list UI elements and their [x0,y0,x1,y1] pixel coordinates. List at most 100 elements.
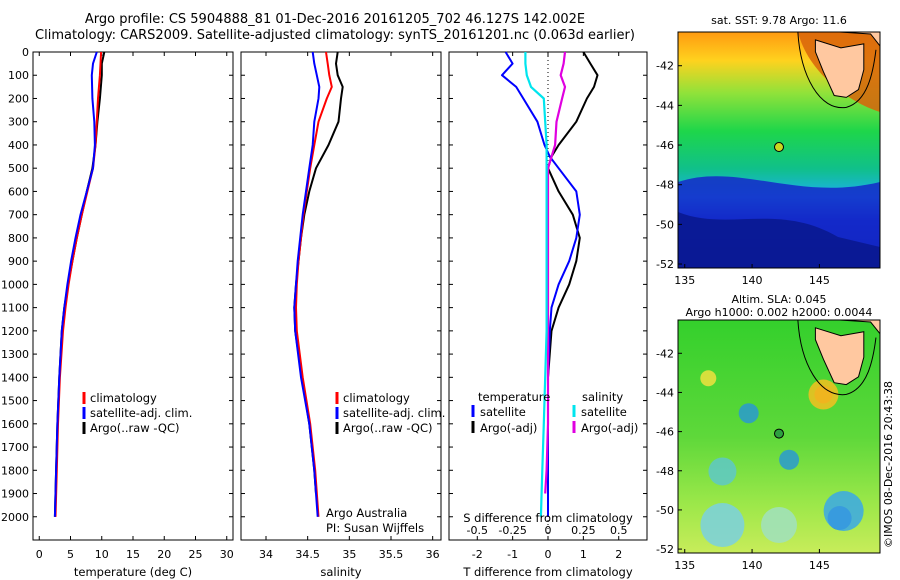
sla-anomaly-blob [761,507,797,544]
x-tick-label: 34.5 [295,548,320,561]
y-tick-label: 400 [8,139,29,152]
s-scale-tick-label: -0.5 [467,524,488,537]
y-tick-label: 700 [8,209,29,222]
map-title: Altim. SLA: 0.045 [731,293,826,306]
y-tick-label: -52 [656,258,674,271]
y-tick-label: 500 [8,162,29,175]
y-tick-label: 1900 [1,488,29,501]
panel-frame [240,51,442,541]
shelf-contour [797,320,877,396]
land-tasmania [814,327,865,386]
x-tick-label: -1 [507,548,518,561]
argo-float-marker [774,428,784,439]
x-tick-label: 145 [809,559,830,572]
land-mainland [839,32,880,47]
y-tick-label: 1500 [1,395,29,408]
y-tick-label: 2000 [1,511,29,524]
y-tick-label: 1000 [1,278,29,291]
s-scale-tick-label: 0.5 [610,524,628,537]
x-tick-label: -2 [472,548,483,561]
y-tick-label: 0 [22,46,29,59]
legend-label: Argo(..raw -QC) [343,421,433,435]
y-tick-label: 200 [8,92,29,105]
land-tasmania [814,39,865,98]
y-tick-label: -50 [656,218,674,231]
x-tick-label: 0 [36,548,43,561]
panel-frame [32,51,234,541]
y-tick-label: 100 [8,69,29,82]
legend-label-t-argo: Argo(-adj) [480,421,537,435]
map-frame [677,319,881,554]
series-line-s-argo-adj- [544,51,567,494]
map-panel-sst_map: 135 140 145 -42 -44 -46 -48 -50 -52 sat. SST: 9.7… [656,14,881,287]
legend-label: climatology [90,391,157,405]
legend-label-t-satellite: satellite [480,405,526,419]
legend-label-s-argo: Argo(-adj) [581,421,638,435]
map-frame [677,31,881,269]
y-tick-label: 1800 [1,464,29,477]
legend-label: satellite-adj. clim. [343,406,445,420]
x-tick-label: 135 [674,559,695,572]
series-line-satellite-adj-clim- [293,51,321,517]
x-tick-label: 10 [95,548,109,561]
x-tick-label: 34 [259,548,273,561]
legend-label: Argo(..raw -QC) [90,421,180,435]
legend-temperature-heading: temperature [478,390,550,404]
x-tick-label: 36 [426,548,440,561]
x-tick-label: 1 [580,548,587,561]
y-tick-label: 600 [8,185,29,198]
x-tick-label: 20 [157,548,171,561]
x-tick-label: 15 [126,548,140,561]
x-tick-label: 30 [220,548,234,561]
y-tick-label: -46 [656,139,674,152]
y-tick-label: -42 [656,347,674,360]
legend-label-s-satellite: satellite [581,405,627,419]
legend-salinity-heading: salinity [582,390,623,404]
y-tick-label: -50 [656,504,674,517]
argo-float-marker [774,142,784,153]
x-tick-label: 140 [742,274,763,287]
x-tick-label: 5 [67,548,74,561]
land-mainland [839,320,880,335]
x-axis-label: temperature (deg C) [74,565,192,579]
x-axis-label: salinity [320,565,361,579]
legend-label: satellite-adj. clim. [90,406,192,420]
x-tick-label: 145 [809,274,830,287]
y-tick-label: 300 [8,116,29,129]
map-content [700,320,880,548]
sla-anomaly-blob [808,379,839,410]
sla-anomaly-blob [738,403,759,424]
x-tick-label: 25 [189,548,203,561]
x-tick-label: 135 [674,274,695,287]
s-scale-tick-label: -0.25 [498,524,526,537]
y-tick-label: -52 [656,543,674,556]
figure-title-line2: Climatology: CARS2009. Satellite-adjuste… [35,28,635,43]
y-tick-label: 800 [8,232,29,245]
series-line-satellite-adj-clim- [53,51,98,517]
sla-anomaly-blob [823,491,864,532]
y-tick-label: 1200 [1,325,29,338]
sla-anomaly-blob [700,370,717,387]
y-tick-label: 1700 [1,441,29,454]
deep-cold-region [678,212,880,268]
x-tick-label: 35.5 [379,548,404,561]
annotation-line1: Argo Australia [326,506,407,520]
figure-title-line1: Argo profile: CS 5904888_81 01-Dec-2016 … [84,12,586,27]
y-tick-label: 1600 [1,418,29,431]
y-tick-label: 1300 [1,348,29,361]
y-tick-label: 1100 [1,302,29,315]
s-scale-tick-label: 0 [545,524,552,537]
annotation-line2: PI: Susan Wijffels [326,521,424,535]
y-tick-label: 1400 [1,371,29,384]
y-tick-label: -48 [656,465,674,478]
x-tick-label: 140 [742,559,763,572]
y-tick-label: -44 [656,99,674,112]
y-tick-label: -48 [656,179,674,192]
sla-anomaly-blob [700,503,745,548]
x-tick-label: 0 [545,548,552,561]
x-tick-label: 35 [342,548,356,561]
y-tick-label: -42 [656,60,674,73]
map-panel-sla_map: 135 140 145 -42 -44 -46 -48 -50 -52 Altim. SLA: 0… [656,293,881,572]
x-tick-label: 2 [615,548,622,561]
